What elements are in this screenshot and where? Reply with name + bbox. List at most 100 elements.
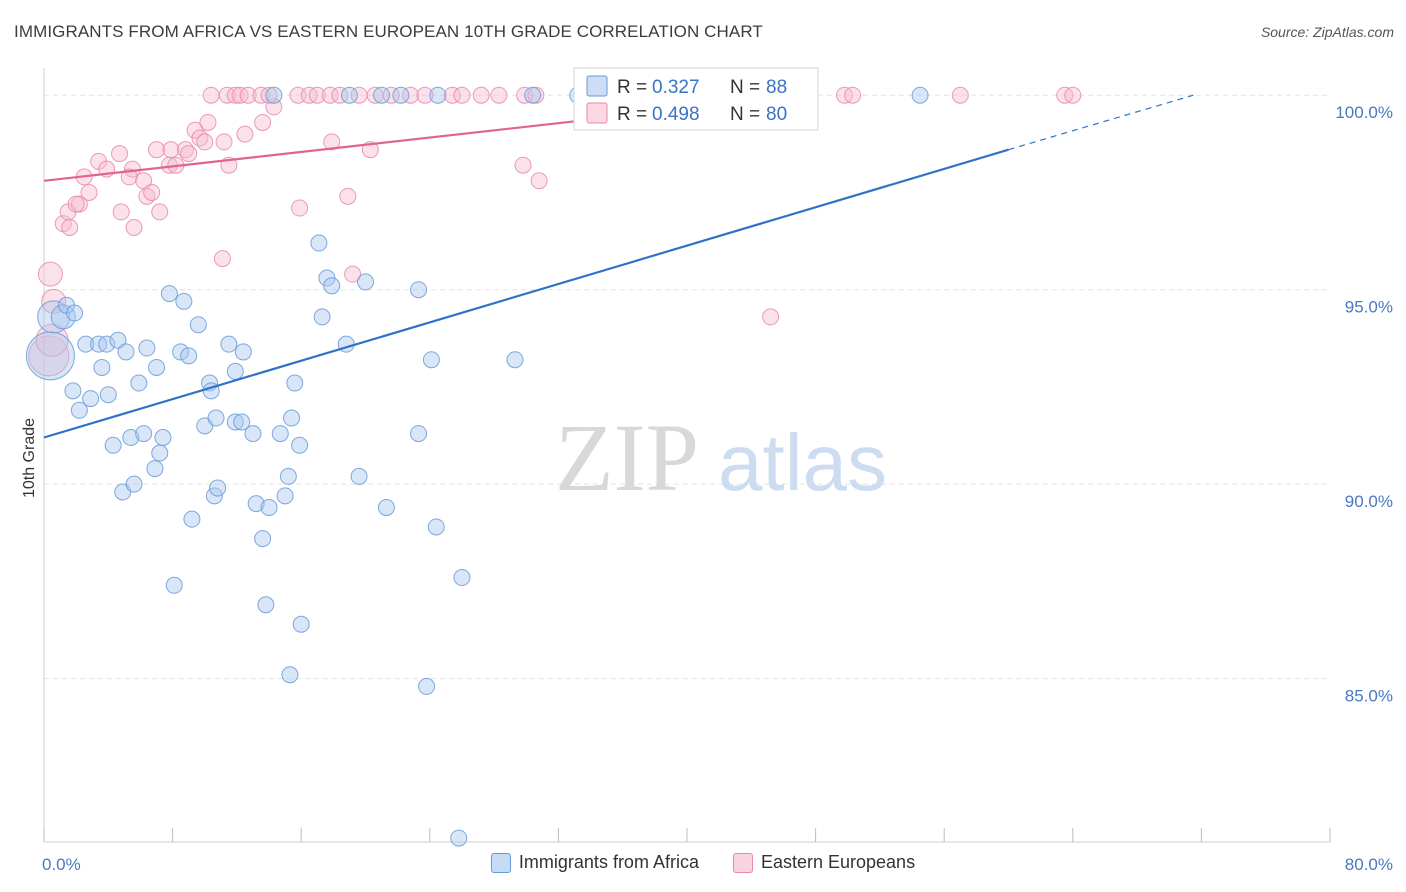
immigrants-africa-point	[98, 335, 116, 353]
series-eastern-europeans-points	[28, 86, 1082, 377]
immigrants-africa-point	[135, 425, 153, 443]
eastern-europeans-point	[323, 133, 341, 151]
immigrants-africa-point	[340, 86, 358, 104]
immigrants-africa-point	[410, 281, 428, 299]
gridlines	[44, 94, 1330, 680]
eastern-europeans-point	[239, 86, 257, 104]
immigrants-africa-point	[257, 596, 275, 614]
immigrants-africa-point	[377, 499, 395, 517]
eastern-europeans-point	[443, 86, 461, 104]
eastern-europeans-point	[226, 86, 244, 104]
immigrants-africa-point	[226, 413, 244, 431]
immigrants-africa-point	[281, 666, 299, 684]
eastern-europeans-point	[1064, 86, 1082, 104]
eastern-europeans-point	[162, 141, 180, 159]
immigrants-africa-point	[233, 413, 251, 431]
eastern-europeans-point	[844, 86, 862, 104]
immigrants-africa-point	[165, 576, 183, 594]
eastern-europeans-point	[125, 218, 143, 236]
x-tick-labels: 0.0% 80.0%	[42, 855, 1393, 874]
eastern-europeans-point	[213, 250, 231, 268]
immigrants-africa-point	[151, 444, 169, 462]
legend-n-label-2: N =	[730, 104, 760, 125]
legend-r-value-1: 0.327	[652, 77, 700, 98]
immigrants-africa-point	[350, 467, 368, 485]
immigrants-africa-point	[226, 362, 244, 380]
immigrants-africa-point	[279, 467, 297, 485]
eastern-europeans-point	[308, 86, 326, 104]
immigrants-africa-point	[220, 335, 238, 353]
eastern-europeans-point	[202, 86, 220, 104]
legend-item-immigrants-africa: Immigrants from Africa	[490, 852, 699, 873]
immigrants-africa-point	[189, 316, 207, 334]
immigrants-africa-point	[104, 436, 122, 454]
immigrants-africa-point	[37, 300, 71, 334]
legend-swatch-immigrants-africa	[490, 852, 511, 873]
eastern-europeans-point	[151, 203, 169, 221]
immigrants-africa-point	[271, 425, 289, 443]
eastern-europeans-point	[111, 145, 129, 163]
legend-swatch-blue	[586, 75, 608, 97]
immigrants-africa-point	[172, 343, 190, 361]
eastern-europeans-point	[339, 187, 357, 205]
watermark-atlas: atlas	[718, 418, 887, 507]
immigrants-africa-point	[373, 86, 391, 104]
trend-line-immigrants-africa-extension	[1008, 94, 1194, 151]
immigrants-africa-point	[524, 86, 542, 104]
immigrants-africa-point	[93, 358, 111, 376]
x-tick-label-min: 0.0%	[42, 855, 81, 874]
immigrants-africa-point	[427, 518, 445, 536]
immigrants-africa-point	[109, 331, 127, 349]
eastern-europeans-point	[80, 183, 98, 201]
legend-swatch-pink	[586, 102, 608, 124]
eastern-europeans-point	[402, 86, 420, 104]
immigrants-africa-point	[265, 86, 283, 104]
immigrants-africa-point	[313, 308, 331, 326]
immigrants-africa-point	[122, 428, 140, 446]
legend-r-value-2: 0.498	[652, 104, 700, 125]
immigrants-africa-point	[99, 386, 117, 404]
eastern-europeans-point	[236, 125, 254, 143]
trend-lines	[43, 94, 1194, 439]
y-tick-labels: 85.0% 90.0% 95.0% 100.0%	[1335, 103, 1393, 705]
eastern-europeans-point	[416, 86, 434, 104]
immigrants-africa-point	[453, 569, 471, 587]
immigrants-africa-point	[911, 86, 929, 104]
immigrants-africa-point	[450, 829, 468, 847]
immigrants-africa-point	[82, 390, 100, 408]
legend-label-immigrants-africa: Immigrants from Africa	[518, 852, 699, 872]
trend-line-immigrants-africa	[43, 148, 1009, 439]
immigrants-africa-point	[506, 351, 524, 369]
immigrants-africa-point	[244, 425, 262, 443]
immigrants-africa-point	[292, 615, 310, 633]
legend-swatch-eastern-europeans	[732, 852, 753, 873]
x-tick-label-max: 80.0%	[1345, 855, 1393, 874]
immigrants-africa-point	[247, 495, 265, 513]
immigrants-africa-point	[392, 86, 410, 104]
immigrants-africa-point	[50, 304, 76, 330]
immigrants-africa-point	[410, 425, 428, 443]
immigrants-africa-point	[154, 428, 172, 446]
eastern-europeans-point	[196, 133, 214, 151]
eastern-europeans-point	[530, 172, 548, 190]
eastern-europeans-point	[382, 86, 400, 104]
immigrants-africa-point	[291, 436, 309, 454]
eastern-europeans-point	[61, 218, 79, 236]
legend-n-value-1: 88	[766, 77, 787, 98]
immigrants-africa-point	[254, 530, 272, 548]
immigrants-africa-point	[175, 292, 193, 310]
immigrants-africa-point	[422, 351, 440, 369]
immigrants-africa-point	[207, 409, 225, 427]
eastern-europeans-point	[260, 86, 278, 104]
immigrants-africa-point	[429, 86, 447, 104]
immigrants-africa-point	[64, 382, 82, 400]
eastern-europeans-point	[331, 86, 349, 104]
eastern-europeans-point	[762, 308, 780, 326]
eastern-europeans-point	[514, 156, 532, 174]
chart-title: IMMIGRANTS FROM AFRICA VS EASTERN EUROPE…	[14, 22, 763, 41]
immigrants-africa-point	[234, 343, 252, 361]
eastern-europeans-point	[291, 199, 309, 217]
immigrants-africa-point	[180, 347, 198, 365]
bottom-legend: Immigrants from Africa Eastern Europeans	[0, 852, 1406, 873]
